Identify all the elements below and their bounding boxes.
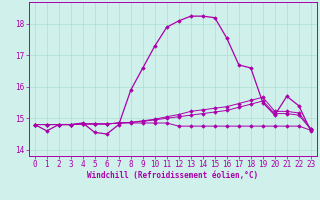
- X-axis label: Windchill (Refroidissement éolien,°C): Windchill (Refroidissement éolien,°C): [87, 171, 258, 180]
